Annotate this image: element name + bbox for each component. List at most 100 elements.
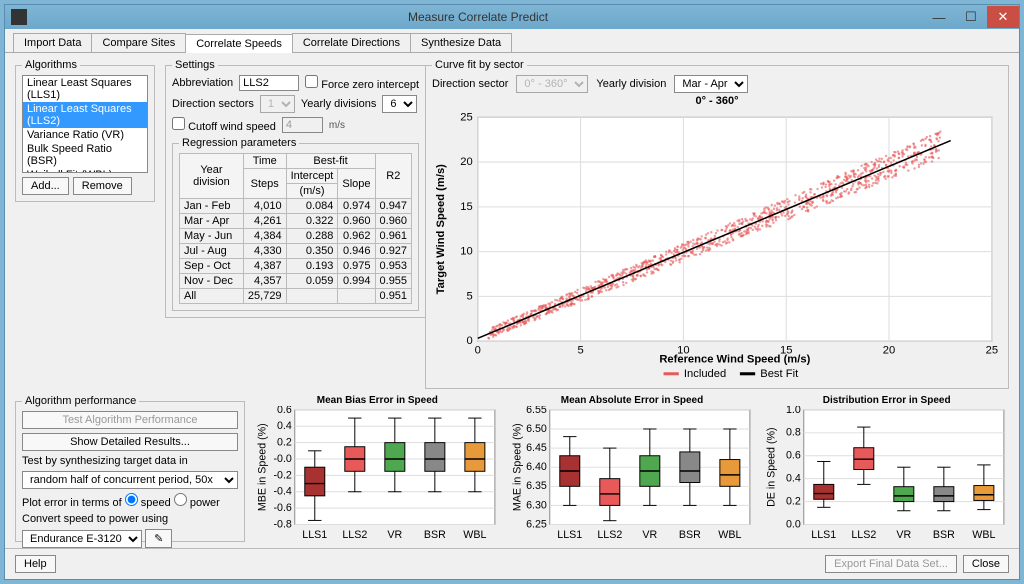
- svg-text:VR: VR: [387, 529, 402, 541]
- tab-import-data[interactable]: Import Data: [13, 33, 92, 52]
- svg-text:-0.2: -0.2: [273, 469, 291, 481]
- boxplot-chart: Mean Absolute Error in Speed6.256.306.35…: [510, 395, 755, 542]
- close-button[interactable]: ✕: [987, 6, 1019, 28]
- force-zero-label: Force zero intercept: [321, 79, 419, 91]
- settings-group: Settings Abbreviation Force zero interce…: [165, 59, 426, 318]
- plot-err-label: Plot error in terms of: [22, 497, 122, 509]
- algorithm-list[interactable]: Linear Least Squares (LLS1)Linear Least …: [22, 75, 148, 173]
- svg-text:0.6: 0.6: [277, 406, 292, 416]
- svg-text:LLS1: LLS1: [812, 529, 837, 541]
- speed-radio[interactable]: [125, 493, 138, 506]
- footer: Help Export Final Data Set... Close: [5, 548, 1019, 579]
- svg-text:LLS1: LLS1: [302, 529, 327, 541]
- show-detail-button[interactable]: Show Detailed Results...: [22, 433, 238, 451]
- cutoff-checkbox[interactable]: [172, 117, 185, 130]
- svg-text:-0.4: -0.4: [273, 486, 291, 498]
- help-button[interactable]: Help: [15, 555, 56, 573]
- titlebar: Measure Correlate Predict — ☐ ✕: [5, 5, 1019, 29]
- svg-text:0: 0: [475, 344, 481, 356]
- regparams-label: Regression parameters: [179, 137, 299, 149]
- svg-text:6.35: 6.35: [526, 480, 547, 492]
- test-by-label: Test by synthesizing target data in: [22, 455, 188, 467]
- table-row: Sep - Oct4,3870.1930.9750.953: [180, 259, 412, 274]
- svg-text:5: 5: [577, 344, 583, 356]
- minimize-button[interactable]: —: [923, 6, 955, 28]
- svg-text:6.30: 6.30: [526, 499, 547, 511]
- svg-text:6.55: 6.55: [526, 406, 547, 416]
- cutoff-input: [282, 117, 323, 133]
- power-radio[interactable]: [174, 493, 187, 506]
- yearly-div-label: Yearly division: [596, 78, 666, 90]
- svg-text:LLS2: LLS2: [342, 529, 367, 541]
- algorithm-performance-group: Algorithm performance Test Algorithm Per…: [15, 395, 245, 542]
- test-by-select[interactable]: random half of concurrent period, 50x: [22, 471, 238, 489]
- svg-text:0.4: 0.4: [786, 473, 801, 485]
- test-performance-button: Test Algorithm Performance: [22, 411, 238, 429]
- svg-text:VR: VR: [897, 529, 912, 541]
- force-zero-checkbox[interactable]: [305, 75, 318, 88]
- svg-text:0.2: 0.2: [786, 496, 801, 508]
- svg-text:WBL: WBL: [718, 529, 741, 541]
- algorithms-label: Algorithms: [22, 59, 80, 71]
- svg-text:Target Wind Speed (m/s): Target Wind Speed (m/s): [435, 164, 447, 294]
- svg-text:LLS2: LLS2: [597, 529, 622, 541]
- algo-item[interactable]: Bulk Speed Ratio (BSR): [23, 142, 147, 168]
- table-row: Jan - Feb4,0100.0840.9740.947: [180, 199, 412, 214]
- svg-text:Included: Included: [684, 368, 726, 380]
- boxplot-chart: Distribution Error in Speed0.00.20.40.60…: [764, 395, 1009, 542]
- svg-text:WBL: WBL: [463, 529, 486, 541]
- svg-text:25: 25: [460, 111, 472, 123]
- svg-text:20: 20: [460, 156, 472, 168]
- regression-table: Year divisionTimeBest-fitR2 StepsInterce…: [179, 153, 412, 304]
- algo-item[interactable]: Variance Ratio (VR): [23, 128, 147, 142]
- dir-sector-label: Direction sector: [432, 78, 508, 90]
- algo-item[interactable]: Linear Least Squares (LLS2): [23, 102, 147, 128]
- tab-synthesize-data[interactable]: Synthesize Data: [410, 33, 512, 52]
- year-div-label: Yearly divisions: [301, 98, 376, 110]
- yearly-div-select[interactable]: Mar - Apr: [674, 75, 748, 93]
- regression-params-group: Regression parameters Year divisionTimeB…: [172, 137, 419, 311]
- maximize-button[interactable]: ☐: [955, 6, 987, 28]
- svg-text:-0.6: -0.6: [273, 502, 291, 514]
- algorithms-group: Algorithms Linear Least Squares (LLS1)Li…: [15, 59, 155, 202]
- scatter-chart: 00551010151520202525Reference Wind Speed…: [432, 107, 1002, 382]
- table-row: May - Jun4,3840.2880.9620.961: [180, 229, 412, 244]
- svg-text:6.40: 6.40: [526, 461, 547, 473]
- app-icon: [11, 9, 27, 25]
- abbrev-label: Abbreviation: [172, 77, 233, 89]
- svg-text:0.6: 0.6: [786, 450, 801, 462]
- add-algorithm-button[interactable]: Add...: [22, 177, 69, 195]
- abbrev-input[interactable]: [239, 75, 299, 91]
- svg-text:MAE in Speed (%): MAE in Speed (%): [511, 423, 523, 511]
- svg-text:Reference Wind Speed (m/s): Reference Wind Speed (m/s): [659, 354, 810, 366]
- svg-text:6.25: 6.25: [526, 518, 547, 530]
- main-tabs: Import DataCompare SitesCorrelate Speeds…: [5, 29, 1019, 53]
- svg-text:WBL: WBL: [973, 529, 996, 541]
- cutoff-unit: m/s: [329, 120, 345, 131]
- algo-item[interactable]: Weibull Fit (WBL): [23, 168, 147, 173]
- remove-algorithm-button[interactable]: Remove: [73, 177, 132, 195]
- turbine-select[interactable]: Endurance E-3120: [22, 530, 142, 548]
- svg-text:LLS2: LLS2: [852, 529, 877, 541]
- svg-text:20: 20: [883, 344, 895, 356]
- year-div-select[interactable]: 6: [382, 95, 417, 113]
- dir-sectors-select: 1: [260, 95, 295, 113]
- table-row: All25,7290.951: [180, 289, 412, 304]
- cutoff-label: Cutoff wind speed: [188, 121, 276, 133]
- svg-text:VR: VR: [642, 529, 657, 541]
- tab-compare-sites[interactable]: Compare Sites: [91, 33, 186, 52]
- tab-correlate-speeds[interactable]: Correlate Speeds: [185, 34, 293, 53]
- svg-text:-0.8: -0.8: [273, 518, 291, 530]
- table-row: Jul - Aug4,3300.3500.9460.927: [180, 244, 412, 259]
- svg-text:5: 5: [466, 290, 472, 302]
- tab-correlate-directions[interactable]: Correlate Directions: [292, 33, 411, 52]
- svg-text:LLS1: LLS1: [557, 529, 582, 541]
- svg-text:DE in Speed (%): DE in Speed (%): [766, 427, 778, 506]
- algo-item[interactable]: Linear Least Squares (LLS1): [23, 76, 147, 102]
- close-dialog-button[interactable]: Close: [963, 555, 1009, 573]
- svg-text:BSR: BSR: [933, 529, 955, 541]
- turbine-edit-button[interactable]: ✎: [145, 529, 172, 548]
- svg-text:BSR: BSR: [679, 529, 701, 541]
- window-title: Measure Correlate Predict: [33, 10, 923, 24]
- svg-text:BSR: BSR: [424, 529, 446, 541]
